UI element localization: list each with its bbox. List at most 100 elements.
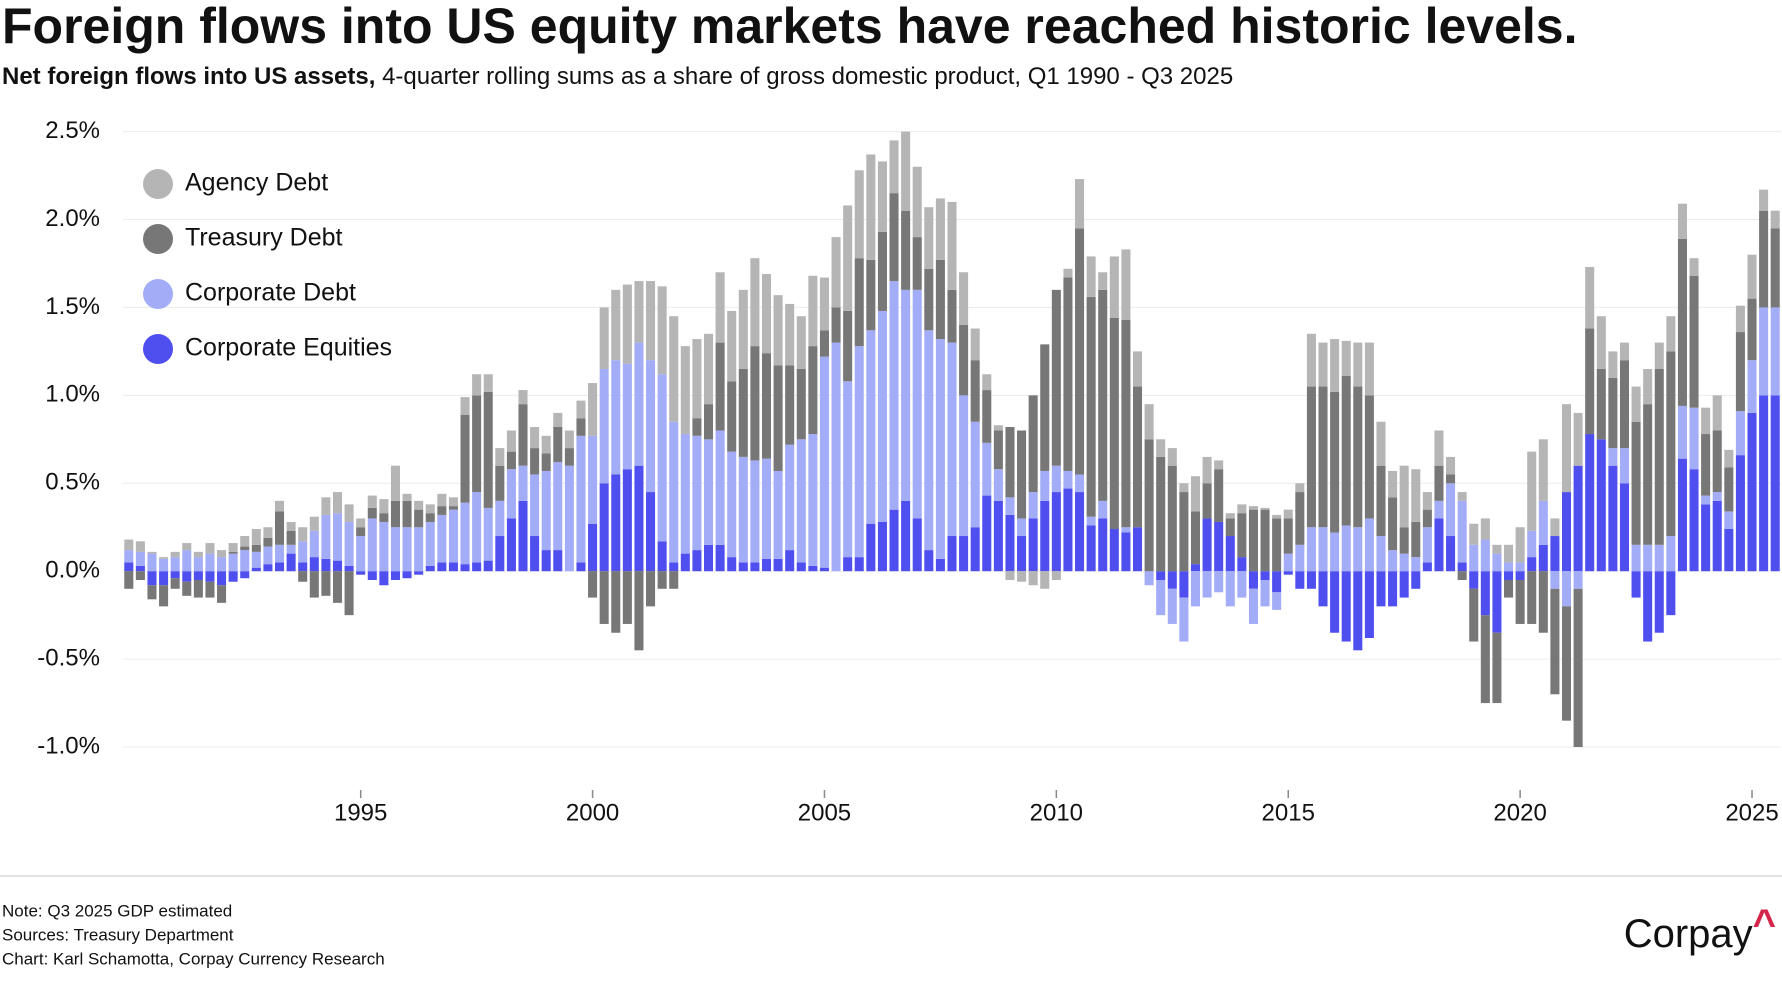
logo-mark: ^ — [1753, 902, 1776, 946]
bar-segment — [1190, 571, 1201, 607]
bar-segment — [506, 518, 516, 572]
bar-segment — [1654, 544, 1664, 572]
bar-segment — [275, 562, 285, 572]
bar-segment — [924, 550, 934, 572]
bar-segment — [1677, 405, 1687, 459]
bar-segment — [1017, 536, 1027, 572]
bar-segment — [1179, 597, 1189, 642]
bar-segment — [1214, 460, 1224, 470]
bar-segment — [947, 536, 957, 572]
bar-segment — [924, 207, 934, 269]
bar-segment — [947, 342, 957, 537]
bar-segment — [1701, 434, 1711, 496]
bar-segment — [1179, 492, 1189, 572]
bar-segment — [1330, 339, 1340, 392]
bar-segment — [1283, 509, 1293, 519]
bar-segment — [390, 571, 400, 580]
bar-segment — [1492, 571, 1502, 633]
bar-segment — [808, 565, 818, 572]
bar-segment — [982, 442, 992, 496]
bar-segment — [854, 346, 864, 558]
bar-segment — [866, 330, 876, 524]
bar-segment — [1330, 532, 1340, 572]
bar-segment — [970, 328, 980, 361]
bar-segment — [1527, 451, 1537, 531]
bar-segment — [970, 527, 980, 572]
bar-segment — [993, 500, 1003, 572]
bar-segment — [773, 558, 783, 572]
bar-segment — [1492, 632, 1502, 704]
bar-segment — [309, 557, 319, 572]
bar-segment — [367, 518, 377, 572]
x-tick-label: 1995 — [334, 799, 387, 826]
bar-segment — [170, 571, 180, 579]
bar-segment — [1701, 407, 1711, 435]
bar-segment — [1666, 571, 1676, 616]
bar-segment — [332, 513, 343, 561]
bar-segment — [286, 544, 296, 554]
bar-segment — [622, 363, 632, 470]
bar-segment — [135, 565, 145, 572]
bar-segment — [1005, 571, 1015, 580]
bar-segment — [390, 465, 400, 501]
bar-segment — [1411, 469, 1421, 522]
bar-segment — [1063, 470, 1073, 489]
bar-segment — [425, 565, 435, 572]
bar-segment — [1469, 571, 1479, 589]
bar-segment — [298, 527, 308, 542]
bar-segment — [912, 166, 922, 238]
bar-segment — [1701, 495, 1711, 505]
bar-segment — [564, 465, 574, 572]
bar-segment — [298, 562, 308, 572]
bar-segment — [1631, 386, 1641, 422]
bar-segment — [692, 418, 702, 436]
bar-segment — [1457, 492, 1467, 501]
bar-segment — [1457, 571, 1467, 580]
bar-segment — [1434, 465, 1444, 501]
bar-segment — [460, 397, 470, 415]
bar-segment — [147, 553, 157, 572]
bar-segment — [1573, 465, 1583, 572]
bar-segment — [332, 571, 343, 603]
bar-segment — [1051, 492, 1061, 572]
bar-segment — [1214, 469, 1224, 522]
bar-segment — [634, 342, 644, 466]
bar-segment — [1573, 571, 1583, 589]
bar-segment — [924, 268, 934, 331]
bar-segment — [1318, 527, 1328, 572]
bar-segment — [715, 342, 725, 431]
bar-segment — [170, 557, 180, 572]
bar-segment — [1538, 439, 1548, 501]
bar-segment — [622, 571, 632, 624]
bar-segment — [1515, 579, 1525, 624]
bar-segment — [159, 558, 169, 572]
bar-segment — [1608, 351, 1618, 378]
bar-segment — [634, 281, 644, 343]
bar-segment — [889, 509, 899, 572]
bar-segment — [1248, 571, 1258, 589]
bar-segment — [1167, 448, 1177, 466]
bar-segment — [611, 474, 621, 572]
bar-segment — [935, 558, 945, 572]
bar-segment — [356, 518, 366, 528]
bar-segment — [889, 193, 899, 282]
bar-segment — [1353, 571, 1363, 651]
bar-segment — [738, 562, 748, 572]
bar-segment — [1156, 579, 1166, 616]
bar-segment — [460, 502, 470, 565]
bar-segment — [634, 571, 644, 651]
bar-segment — [657, 541, 667, 572]
bar-segment — [182, 581, 192, 596]
bar-segment — [1306, 333, 1316, 387]
x-tick-label: 2005 — [798, 799, 851, 826]
bar-segment — [1527, 571, 1537, 624]
bar-segment — [959, 395, 969, 537]
bar-segment — [437, 514, 447, 563]
bar-segment — [1619, 448, 1629, 484]
bar-segment — [1330, 391, 1340, 533]
bar-segment — [796, 439, 806, 563]
bar-segment — [611, 360, 621, 475]
chart-title: Foreign flows into US equity markets hav… — [2, 0, 1578, 54]
bar-segment — [1376, 536, 1386, 572]
bar-segment — [1295, 483, 1305, 493]
